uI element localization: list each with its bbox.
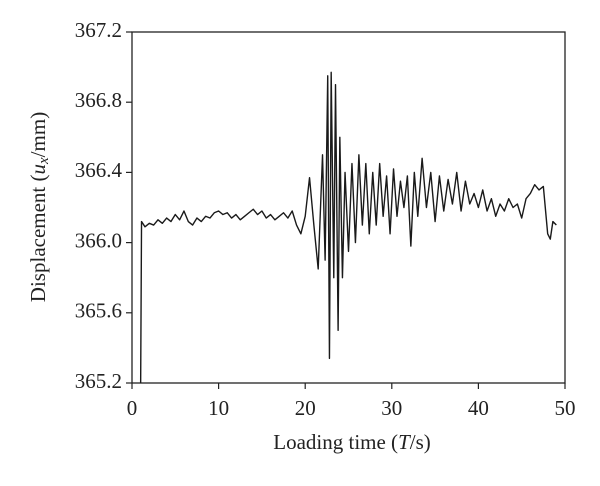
y-tick-label: 365.6 [75, 299, 122, 323]
data-line [139, 71, 557, 384]
y-tick-label: 367.2 [75, 18, 122, 42]
y-label-part: /mm) [26, 112, 50, 158]
y-tick-label: 366.8 [75, 88, 122, 112]
x-tick-label: 40 [468, 396, 489, 420]
x-tick-label: 10 [208, 396, 229, 420]
x-tick-label: 50 [555, 396, 576, 420]
x-tick-label: 0 [127, 396, 138, 420]
y-label-part: x [36, 157, 52, 165]
y-label-part: Displacement ( [26, 174, 50, 302]
y-tick-label: 366.0 [75, 228, 122, 252]
y-tick-label: 365.2 [75, 369, 122, 393]
y-label-part: u [26, 164, 50, 175]
x-label-part: Loading time ( [273, 430, 398, 454]
y-tick-label: 366.4 [75, 158, 123, 182]
x-axis-label: Loading time (T/s) [273, 430, 431, 454]
x-tick-label: 30 [381, 396, 402, 420]
x-label-part: T [398, 430, 411, 454]
plot-frame [131, 31, 566, 384]
y-axis-label: Displacement (ux/mm) [26, 112, 53, 302]
x-label-part: /s) [410, 430, 431, 454]
x-tick-label: 20 [295, 396, 316, 420]
